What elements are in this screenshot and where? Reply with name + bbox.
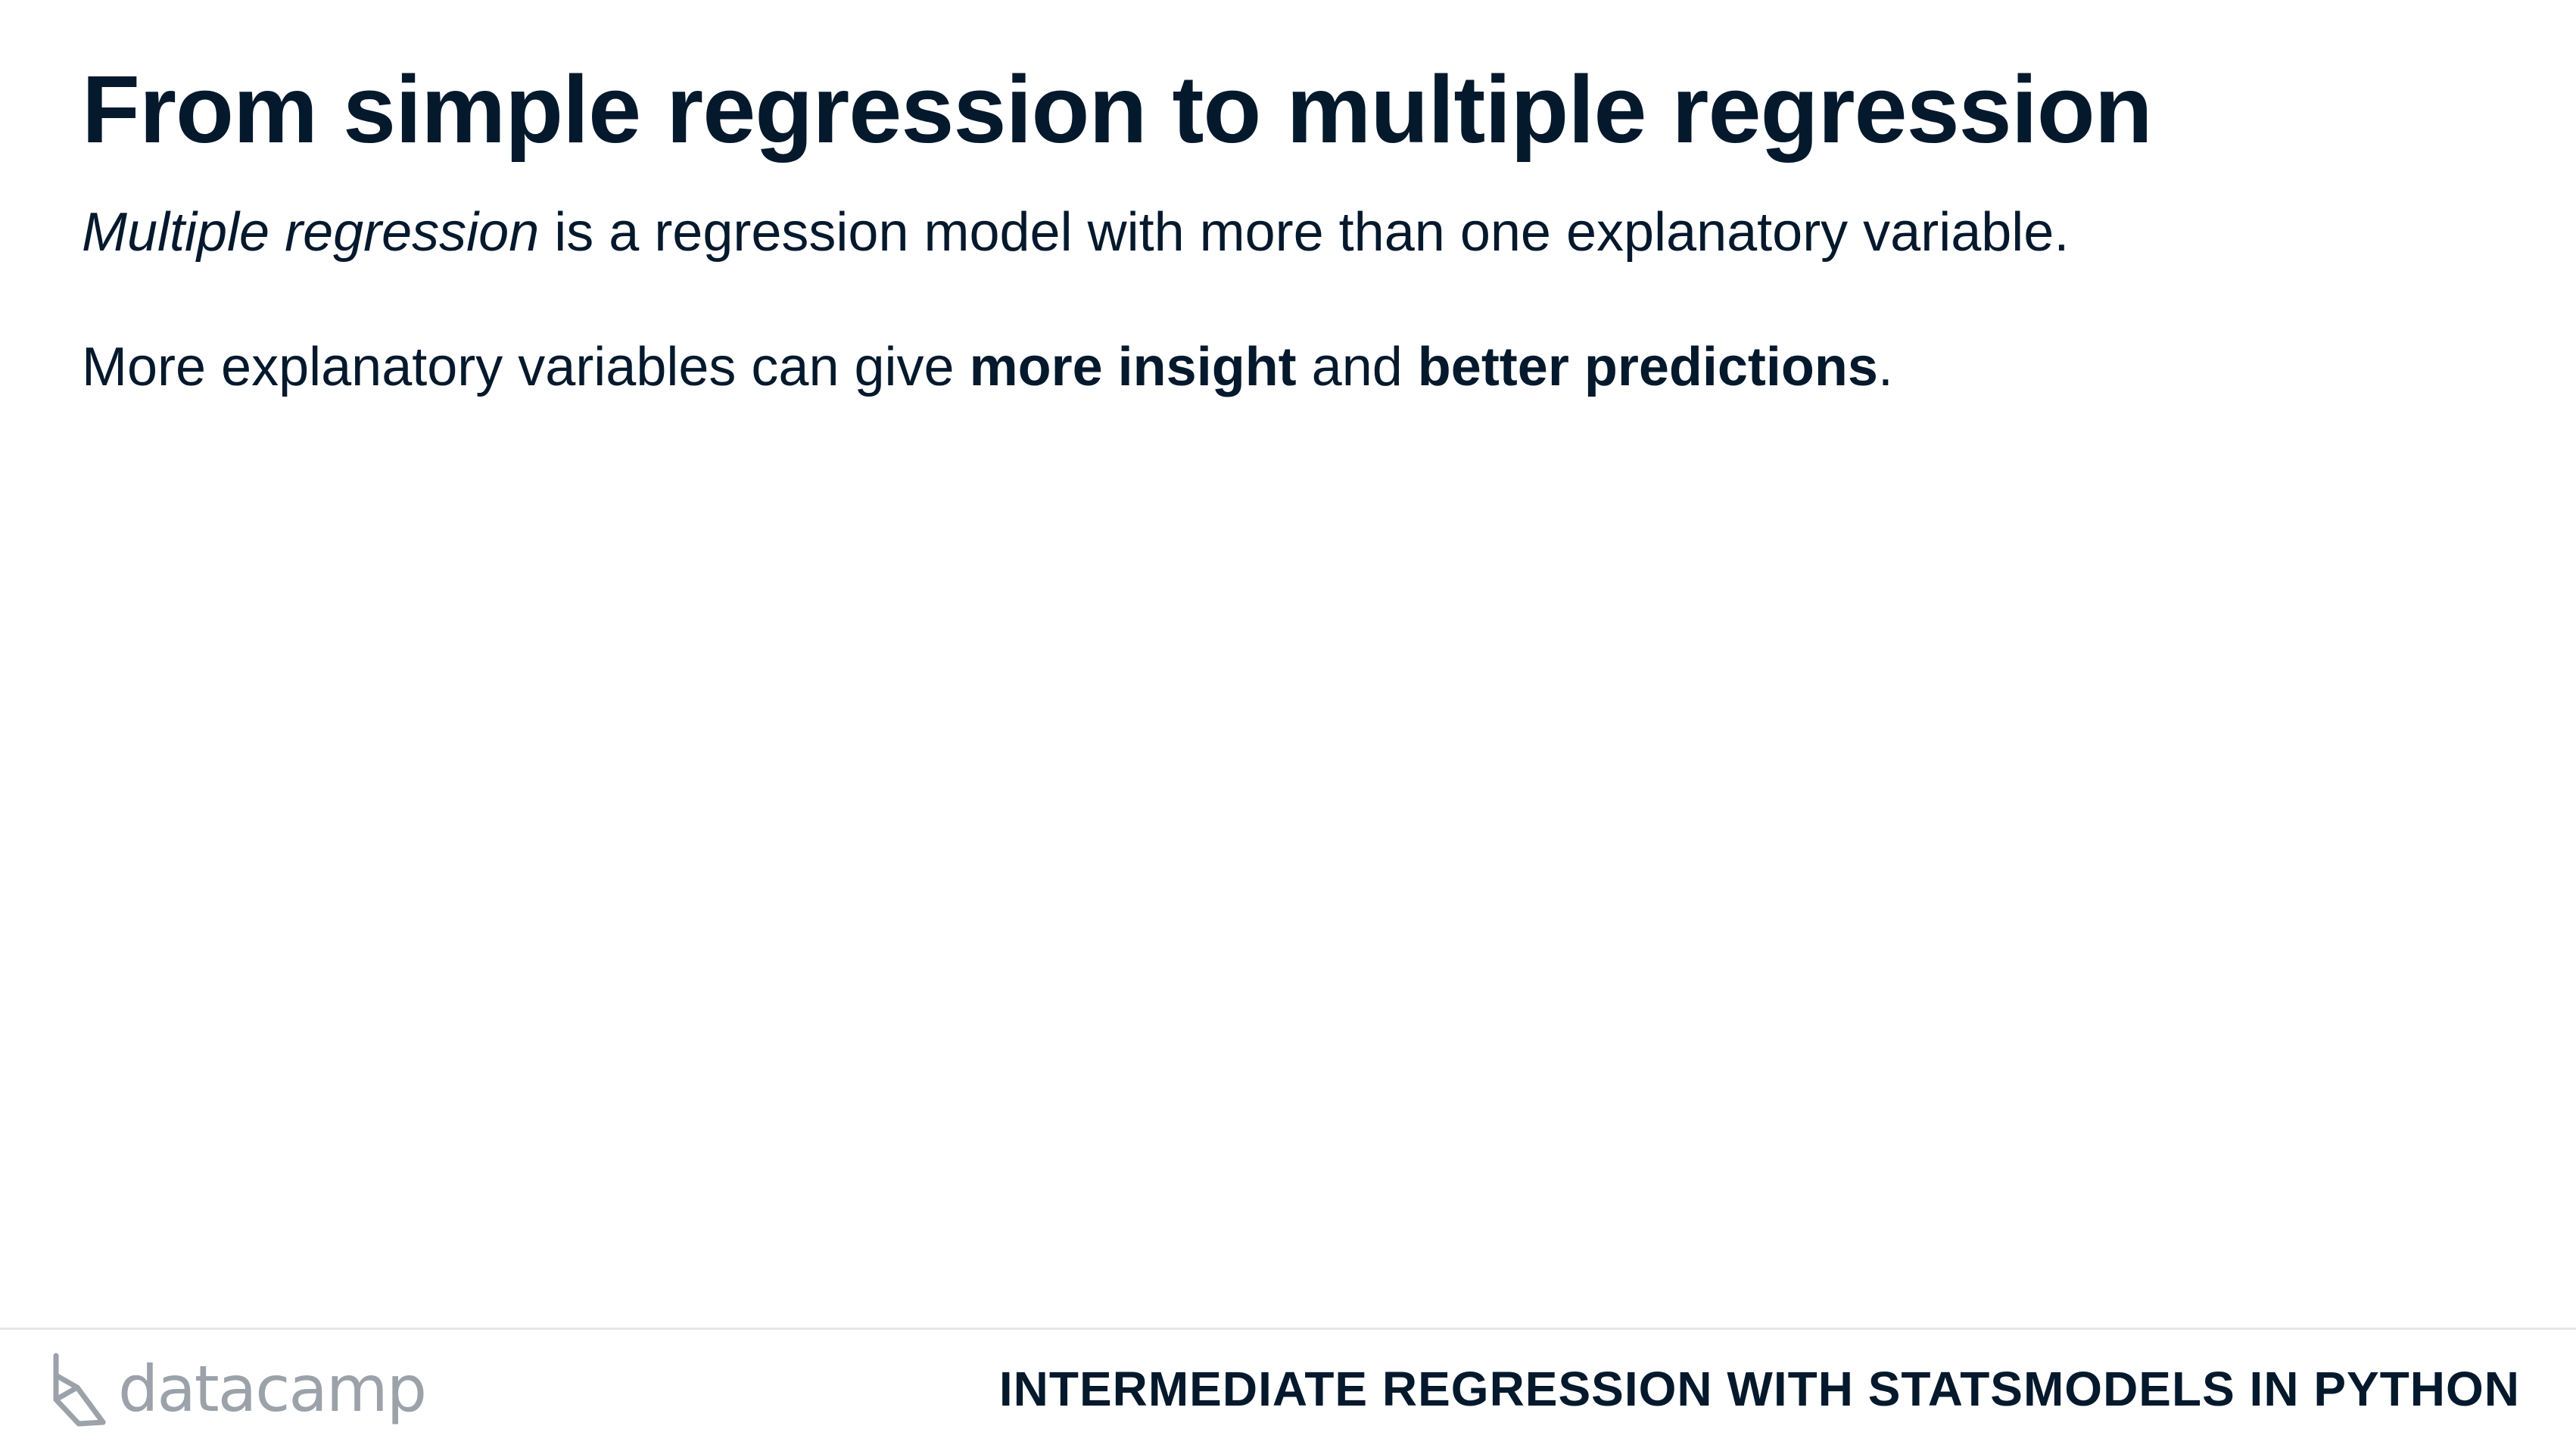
slide-title: From simple regression to multiple regre… — [82, 56, 2153, 163]
more-insight-bold: more insight — [969, 337, 1297, 397]
benefit-end-text: . — [1877, 337, 1893, 397]
better-predictions-bold: better predictions — [1417, 337, 1878, 397]
term-emphasis: Multiple regression — [82, 202, 540, 263]
datacamp-logo-icon — [53, 1353, 106, 1427]
course-title: INTERMEDIATE REGRESSION WITH STATSMODELS… — [998, 1362, 2520, 1416]
benefit-lead-text: More explanatory variables can give — [82, 337, 970, 397]
benefit-paragraph: More explanatory variables can give more… — [82, 333, 1893, 401]
datacamp-logo: datacamp — [50, 1347, 427, 1431]
definition-paragraph: Multiple regression is a regression mode… — [82, 198, 2069, 266]
logo-wordmark: datacamp — [118, 1352, 427, 1426]
definition-text: is a regression model with more than one… — [539, 202, 2070, 263]
footer-divider — [0, 1328, 2576, 1330]
benefit-middle-text: and — [1296, 337, 1418, 397]
